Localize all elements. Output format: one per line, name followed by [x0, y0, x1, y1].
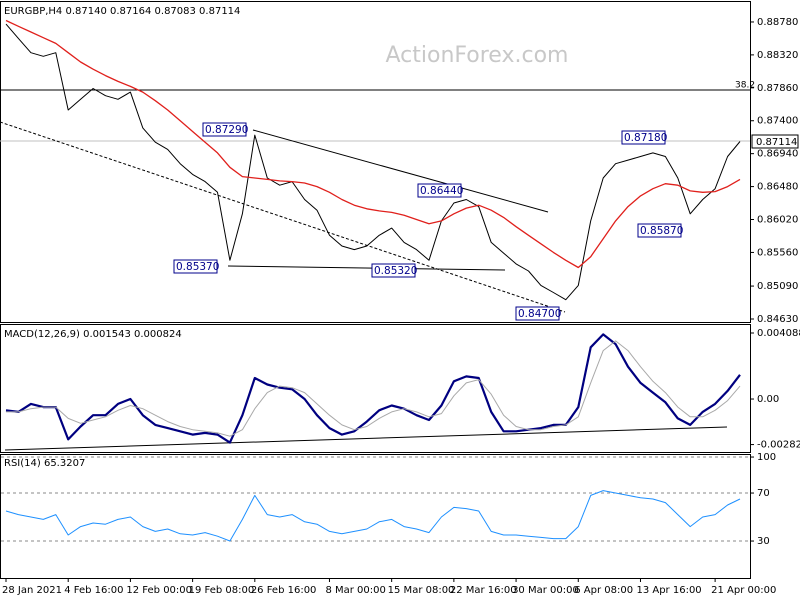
trendline [4, 426, 728, 451]
x-tick-label: 28 Jan 2021 [2, 585, 62, 596]
y-tick-label: 0.86020 [757, 215, 798, 226]
y-tick-label: 0.85090 [757, 281, 798, 292]
frames [0, 1, 751, 579]
series-line [5, 333, 741, 444]
annotation: 0.85870 [640, 225, 683, 237]
series-line [6, 340, 741, 437]
last-price-label: 0.87114 [756, 137, 797, 148]
x-tick-label: 21 Apr 00:00 [711, 585, 776, 596]
annotation: 0.84700 [518, 308, 561, 320]
watermark: ActionForex.com [386, 43, 569, 68]
annotation-box [637, 223, 682, 238]
x-tick-label: 12 Feb 00:00 [126, 585, 192, 596]
series-line [5, 490, 741, 542]
x-tick-label: 4 Feb 16:00 [64, 585, 123, 596]
y-tick-label: 100 [757, 452, 776, 463]
x-tick-label: 6 Apr 08:00 [574, 585, 633, 596]
x-tick-label: 30 Mar 00:00 [512, 585, 579, 596]
x-tick-label: 22 Mar 16:00 [450, 585, 517, 596]
annotation-box [515, 306, 560, 321]
trendline [0, 121, 566, 313]
annotation: 0.87180 [624, 132, 667, 144]
x-tick-label: 26 Feb 16:00 [251, 585, 317, 596]
trendline [252, 129, 549, 213]
y-tick-label: 0.86480 [757, 182, 798, 193]
annotation-box [173, 259, 218, 274]
y-tick-label: 0.85560 [757, 247, 798, 258]
annotation: 0.85320 [374, 265, 417, 277]
series-line [5, 19, 741, 269]
annotation-box [417, 183, 462, 198]
rsi-title: RSI(14) 65.3207 [4, 458, 85, 469]
annotation-box [621, 130, 666, 145]
x-tick-label: 15 Mar 08:00 [388, 585, 455, 596]
x-tick-label: 13 Apr 16:00 [636, 585, 701, 596]
x-tick-label: 19 Feb 08:00 [189, 585, 255, 596]
y-tick-label: 0.84630 [757, 314, 798, 325]
annotation-box [371, 263, 416, 278]
annotation: 0.87290 [205, 124, 248, 136]
y-tick-label: 0.87860 [757, 83, 798, 94]
y-tick-label: 0.86940 [757, 149, 798, 160]
macd-title: MACD(12,26,9) 0.001543 0.000824 [4, 329, 182, 340]
y-tick-label: -0.00282 [757, 440, 800, 451]
y-tick-label: 0.87400 [757, 116, 798, 127]
fib-label: 38.2 [735, 81, 755, 91]
y-tick-label: 0.88780 [757, 17, 798, 28]
chart-title: EURGBP,H4 0.87140 0.87164 0.87083 0.8711… [4, 6, 240, 17]
y-tick-label: 0.00 [757, 394, 779, 405]
y-tick-label: 0.004088 [757, 328, 800, 339]
price-panel [0, 1, 751, 323]
y-tick-label: 0.88320 [757, 50, 798, 61]
last-price-box [751, 134, 799, 149]
rsi-panel [0, 454, 751, 579]
x-tick-label: 8 Mar 00:00 [325, 585, 385, 596]
annotation: 0.85370 [176, 261, 219, 273]
annotation-box [202, 122, 247, 137]
annotation: 0.86440 [420, 185, 463, 197]
y-tick-label: 70 [757, 488, 770, 499]
y-tick-label: 30 [757, 536, 770, 547]
annotations: 0.87290 0.85370 0.85320 0.86440 0.84700 … [173, 81, 799, 321]
series-line [5, 23, 741, 301]
macd-panel [0, 324, 751, 453]
trendline [227, 265, 506, 271]
